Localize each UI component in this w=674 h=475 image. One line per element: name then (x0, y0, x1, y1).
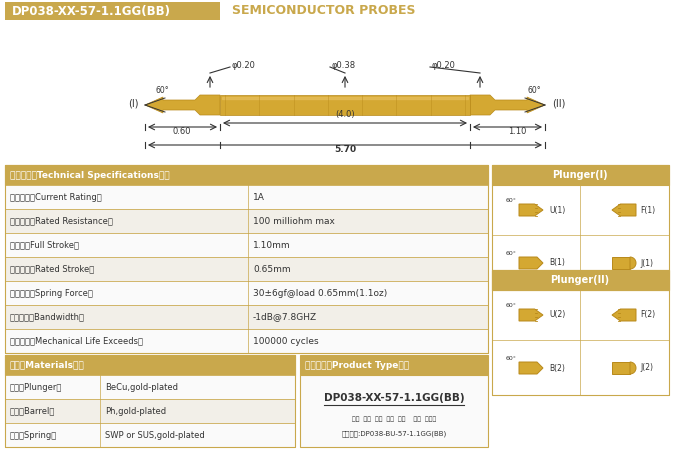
Text: 30±6gf@load 0.65mm(1.1oz): 30±6gf@load 0.65mm(1.1oz) (253, 288, 388, 297)
Text: 1.10: 1.10 (508, 127, 526, 136)
FancyBboxPatch shape (5, 233, 488, 257)
FancyBboxPatch shape (5, 355, 295, 375)
Text: 频率带宽（Bandwidth）: 频率带宽（Bandwidth） (10, 313, 85, 322)
Polygon shape (519, 362, 543, 374)
FancyBboxPatch shape (5, 185, 488, 209)
Text: -1dB@7.8GHZ: -1dB@7.8GHZ (253, 313, 317, 322)
Polygon shape (519, 309, 543, 321)
FancyBboxPatch shape (5, 423, 295, 447)
Text: U(2): U(2) (549, 311, 565, 320)
Text: SEMICONDUCTOR PROBES: SEMICONDUCTOR PROBES (232, 4, 415, 18)
Text: 60°: 60° (506, 251, 517, 256)
Text: F(2): F(2) (640, 311, 655, 320)
FancyBboxPatch shape (5, 305, 488, 329)
FancyBboxPatch shape (492, 165, 669, 185)
FancyBboxPatch shape (5, 399, 295, 423)
Polygon shape (612, 362, 630, 374)
Text: BeCu,gold-plated: BeCu,gold-plated (105, 382, 178, 391)
Text: 1.10mm: 1.10mm (253, 240, 290, 249)
Text: J(1): J(1) (640, 258, 653, 267)
FancyBboxPatch shape (5, 165, 488, 185)
Text: 60°: 60° (155, 86, 168, 95)
Text: 100000 cycles: 100000 cycles (253, 336, 319, 345)
Text: φ0.20: φ0.20 (432, 60, 456, 69)
Text: 0.60: 0.60 (173, 127, 191, 136)
Bar (492, 270, 669, 395)
FancyBboxPatch shape (220, 95, 470, 115)
Polygon shape (612, 257, 630, 269)
Text: φ0.38: φ0.38 (332, 60, 356, 69)
Polygon shape (519, 204, 543, 216)
Text: 系列  规格  类型  总长  弹力    镌金  针头模: 系列 规格 类型 总长 弹力 镌金 针头模 (352, 417, 436, 422)
Text: 成品型号（Product Type）：: 成品型号（Product Type）： (305, 361, 409, 370)
Text: (I): (I) (128, 98, 138, 108)
Text: 60°: 60° (506, 198, 517, 203)
FancyBboxPatch shape (5, 209, 488, 233)
Text: 额定弹力（Spring Force）: 额定弹力（Spring Force） (10, 288, 93, 297)
Text: 材质（Materials）：: 材质（Materials）： (10, 361, 85, 370)
Bar (5, 355, 295, 447)
Text: φ0.20: φ0.20 (232, 60, 256, 69)
Text: 60°: 60° (506, 303, 517, 308)
Text: 满行程（Full Stroke）: 满行程（Full Stroke） (10, 240, 79, 249)
Polygon shape (612, 309, 636, 321)
Text: 针头（Plunger）: 针头（Plunger） (10, 382, 63, 391)
Text: 弹簧（Spring）: 弹簧（Spring） (10, 430, 57, 439)
Text: DP038-XX-57-1.1GG(BB): DP038-XX-57-1.1GG(BB) (324, 393, 464, 403)
Text: U(1): U(1) (549, 206, 565, 215)
Text: 额定行程（Rated Stroke）: 额定行程（Rated Stroke） (10, 265, 94, 274)
Text: 技术要求（Technical Specifications）：: 技术要求（Technical Specifications）： (10, 171, 170, 180)
Text: (II): (II) (552, 98, 565, 108)
Text: Plunger(II): Plunger(II) (551, 275, 609, 285)
Polygon shape (145, 95, 220, 115)
Text: 额定电流（Current Rating）: 额定电流（Current Rating） (10, 192, 102, 201)
Polygon shape (519, 257, 543, 269)
Text: J(2): J(2) (640, 363, 653, 372)
Polygon shape (470, 95, 545, 115)
Text: SWP or SUS,gold-plated: SWP or SUS,gold-plated (105, 430, 205, 439)
FancyBboxPatch shape (5, 329, 488, 353)
Text: 测试寿命（Mechanical Life Exceeds）: 测试寿命（Mechanical Life Exceeds） (10, 336, 143, 345)
Polygon shape (612, 204, 636, 216)
FancyBboxPatch shape (5, 281, 488, 305)
Wedge shape (630, 362, 636, 374)
Text: 订购单例:DP038-BU-57-1.1GG(BB): 订购单例:DP038-BU-57-1.1GG(BB) (341, 431, 447, 437)
FancyBboxPatch shape (492, 270, 669, 290)
FancyBboxPatch shape (300, 375, 488, 447)
Text: Plunger(I): Plunger(I) (552, 170, 608, 180)
Bar (492, 165, 669, 290)
Text: B(1): B(1) (549, 258, 565, 267)
FancyBboxPatch shape (5, 257, 488, 281)
Text: 60°: 60° (527, 86, 541, 95)
Bar (5, 165, 488, 353)
Text: 5.70: 5.70 (334, 145, 356, 154)
Text: B(2): B(2) (549, 363, 565, 372)
Text: 针管（Barrel）: 针管（Barrel） (10, 407, 55, 416)
FancyBboxPatch shape (300, 355, 488, 375)
FancyBboxPatch shape (5, 375, 295, 399)
Text: 1A: 1A (253, 192, 265, 201)
FancyBboxPatch shape (5, 2, 220, 20)
Text: Ph,gold-plated: Ph,gold-plated (105, 407, 166, 416)
Text: 60°: 60° (506, 356, 517, 361)
Text: F(1): F(1) (640, 206, 655, 215)
Text: DP038-XX-57-1.1GG(BB): DP038-XX-57-1.1GG(BB) (12, 4, 171, 18)
Text: (4.0): (4.0) (335, 110, 355, 119)
Wedge shape (630, 257, 636, 269)
Text: 0.65mm: 0.65mm (253, 265, 290, 274)
Text: 额定电阻（Rated Resistance）: 额定电阻（Rated Resistance） (10, 217, 113, 226)
Text: 100 milliohm max: 100 milliohm max (253, 217, 335, 226)
